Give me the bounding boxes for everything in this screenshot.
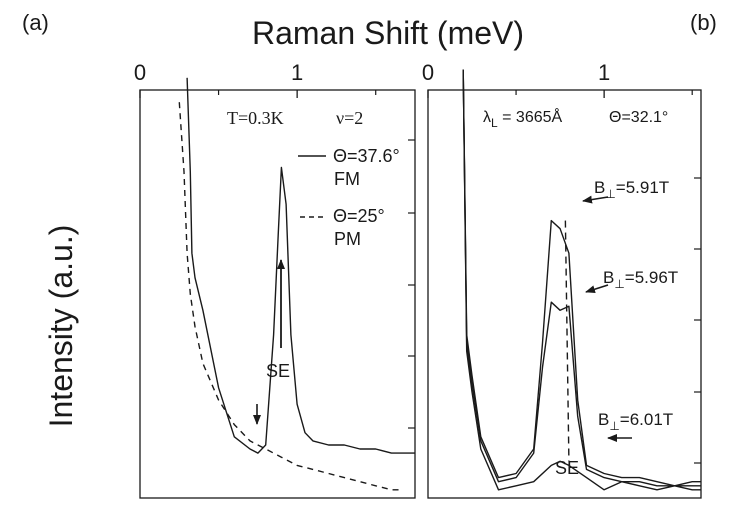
panel-a-x-tick-label-1: 1: [291, 60, 303, 85]
panel-a-series-1: [178, 102, 400, 491]
field-label-596: B⊥=5.96T: [603, 268, 678, 291]
field-arrow-596: [585, 284, 609, 294]
legend-pm-angle: Θ=25°: [333, 206, 385, 226]
panel-b-x-tick-label-1: 1: [598, 60, 610, 85]
tilt-angle-label: Θ=32.1°: [609, 109, 668, 126]
panel-a-x-tick-label-0: 0: [134, 60, 146, 85]
panel-b: 0 1 λL = 3665Å Θ=32.1° SE B⊥=5.91T B⊥=5.9…: [422, 60, 702, 499]
temperature-label: T=0.3K: [227, 108, 284, 128]
panel-a: 0 1 T=0.3K ν=2 Θ=37.6° FM Θ=25° PM SE: [134, 60, 416, 499]
field-arrow-591: [582, 195, 609, 204]
field-label-601: B⊥=6.01T: [598, 410, 673, 433]
panel-b-series-1: [462, 69, 701, 487]
panel-b-frame: [427, 89, 702, 499]
panel-b-x-tick-label-0: 0: [422, 60, 434, 85]
legend-fm-angle: Θ=37.6°: [333, 146, 400, 166]
panel-b-peak-guide: [564, 220, 570, 462]
panel-b-series-0: [462, 69, 701, 487]
panel-b-series-2: [462, 69, 701, 491]
se-label-b: SE: [555, 458, 579, 478]
panel-a-frame: [139, 89, 416, 499]
panel-a-label: (a): [22, 10, 49, 35]
laser-wavelength-label: λL = 3665Å: [483, 107, 563, 130]
filling-factor-label: ν=2: [336, 108, 363, 128]
legend-pm-label: PM: [334, 229, 361, 249]
panel-a-series-0: [186, 77, 415, 454]
legend-fm-label: FM: [334, 169, 360, 189]
x-axis-title: Raman Shift (meV): [252, 15, 524, 51]
field-label-591: B⊥=5.91T: [594, 178, 669, 201]
se-label-a: SE: [266, 361, 290, 381]
panel-b-label: (b): [690, 10, 717, 35]
y-axis-title: Intensity (a.u.): [43, 225, 79, 428]
